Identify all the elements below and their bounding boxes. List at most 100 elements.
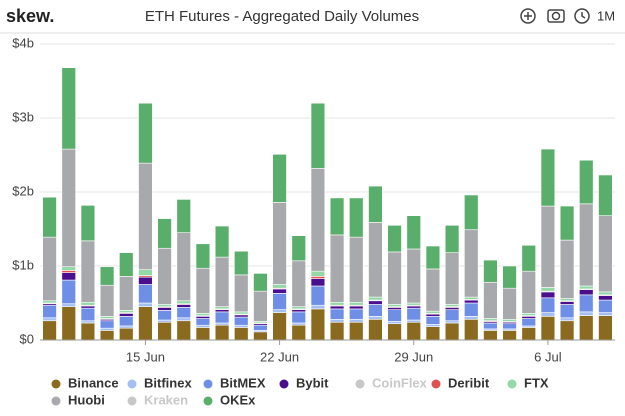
bar-segment — [425, 245, 441, 270]
bar-segment — [234, 314, 249, 318]
bar-segment — [444, 322, 460, 341]
bar-segment — [157, 307, 172, 311]
legend-label[interactable]: Deribit — [448, 375, 490, 390]
bar-segment — [138, 306, 153, 341]
bar-segment — [406, 302, 421, 306]
legend-label[interactable]: OKEx — [220, 392, 256, 407]
bar-segment — [176, 199, 191, 233]
bar-segment — [406, 321, 421, 341]
legend-label[interactable]: Bybit — [296, 375, 329, 390]
bar-segment — [42, 317, 57, 322]
bar-segment — [157, 304, 172, 308]
bar-segment — [579, 285, 594, 290]
range-button[interactable]: 1M — [597, 8, 615, 23]
bar-segment — [464, 302, 479, 317]
bar-segment — [329, 321, 345, 341]
bar-segment — [138, 102, 153, 164]
bar-segment — [579, 311, 594, 316]
bar-segment — [598, 215, 613, 293]
bar-segment — [310, 276, 326, 279]
bar-segment — [310, 168, 326, 272]
camera-icon[interactable] — [547, 9, 565, 23]
legend-marker — [279, 379, 289, 389]
legend-label[interactable]: BitMEX — [220, 375, 266, 390]
bar-segment — [368, 222, 383, 298]
bar-segment — [387, 251, 402, 305]
bar-segment — [444, 309, 460, 322]
bar-segment — [329, 305, 345, 310]
logo: skew. — [6, 6, 54, 26]
bar-segment — [464, 296, 479, 300]
bar-segment — [42, 300, 57, 304]
legend-marker — [51, 379, 61, 389]
bar-segment — [99, 330, 115, 341]
legend-label[interactable]: Kraken — [144, 392, 188, 407]
legend-marker — [203, 379, 213, 389]
bar-segment — [598, 312, 613, 316]
legend-label[interactable]: FTX — [524, 375, 549, 390]
bar-segment — [368, 304, 383, 317]
legend-label[interactable]: Huobi — [68, 392, 105, 407]
bar-segment — [157, 310, 172, 321]
bar-segment — [329, 234, 345, 303]
bar-segment — [444, 225, 460, 253]
bar-segment — [387, 307, 402, 310]
bar-segment — [291, 260, 306, 308]
legend-marker — [127, 379, 137, 389]
bar-segment — [157, 321, 172, 341]
bar-segment — [502, 265, 517, 289]
bar-segment — [329, 197, 345, 236]
bar-segment — [119, 252, 134, 277]
bar-segment — [425, 313, 441, 317]
bar-segment — [559, 239, 575, 299]
bar-segment — [310, 304, 326, 310]
bar-segment — [444, 252, 460, 305]
bar-segment — [80, 322, 96, 341]
bar-segment — [176, 307, 191, 319]
bar-segment — [559, 205, 575, 241]
legend-marker — [51, 396, 61, 406]
bar-segment — [80, 320, 96, 324]
legend-marker — [507, 379, 517, 389]
bar-segment — [195, 243, 211, 269]
bar-segment — [214, 324, 230, 341]
bar-segment — [272, 309, 287, 313]
bar-segment — [464, 299, 479, 304]
bar-segment — [425, 268, 441, 312]
bar-segment — [540, 287, 556, 292]
bar-segment — [521, 318, 536, 327]
bar-segment — [349, 318, 364, 323]
legend-label[interactable]: Binance — [68, 375, 119, 390]
bar-segment — [157, 247, 172, 305]
clock-icon[interactable] — [574, 8, 590, 24]
bar-segment — [195, 324, 211, 328]
bar-segment — [329, 301, 345, 306]
bar-segment — [483, 322, 498, 330]
bar-segment — [99, 327, 115, 331]
bar-segment — [540, 148, 556, 207]
bar-segment — [598, 291, 613, 296]
bar-segment — [349, 321, 364, 341]
bar-segment — [329, 318, 345, 323]
add-icon[interactable] — [520, 8, 536, 24]
bar-segment — [598, 299, 613, 313]
bar-segment — [291, 235, 306, 262]
bar-segment — [598, 295, 613, 301]
chart-title: ETH Futures - Aggregated Daily Volumes — [145, 8, 419, 25]
bar-segment — [502, 330, 517, 341]
bar-segment — [61, 148, 76, 268]
x-tick-label: 15 Jun — [126, 349, 165, 364]
bar-segment — [521, 244, 536, 272]
bar-segment — [234, 316, 249, 326]
bar-segment — [234, 327, 249, 341]
bar-segment — [42, 320, 57, 341]
bar-segment — [598, 315, 613, 341]
bar-segment — [138, 162, 153, 270]
bar-segment — [214, 256, 230, 307]
legend-label[interactable]: Bitfinex — [144, 375, 192, 390]
legend-label[interactable]: CoinFlex — [372, 375, 428, 390]
bar-segment — [195, 327, 211, 341]
y-tick-label: $4b — [12, 35, 34, 50]
bar-segment — [464, 316, 479, 320]
